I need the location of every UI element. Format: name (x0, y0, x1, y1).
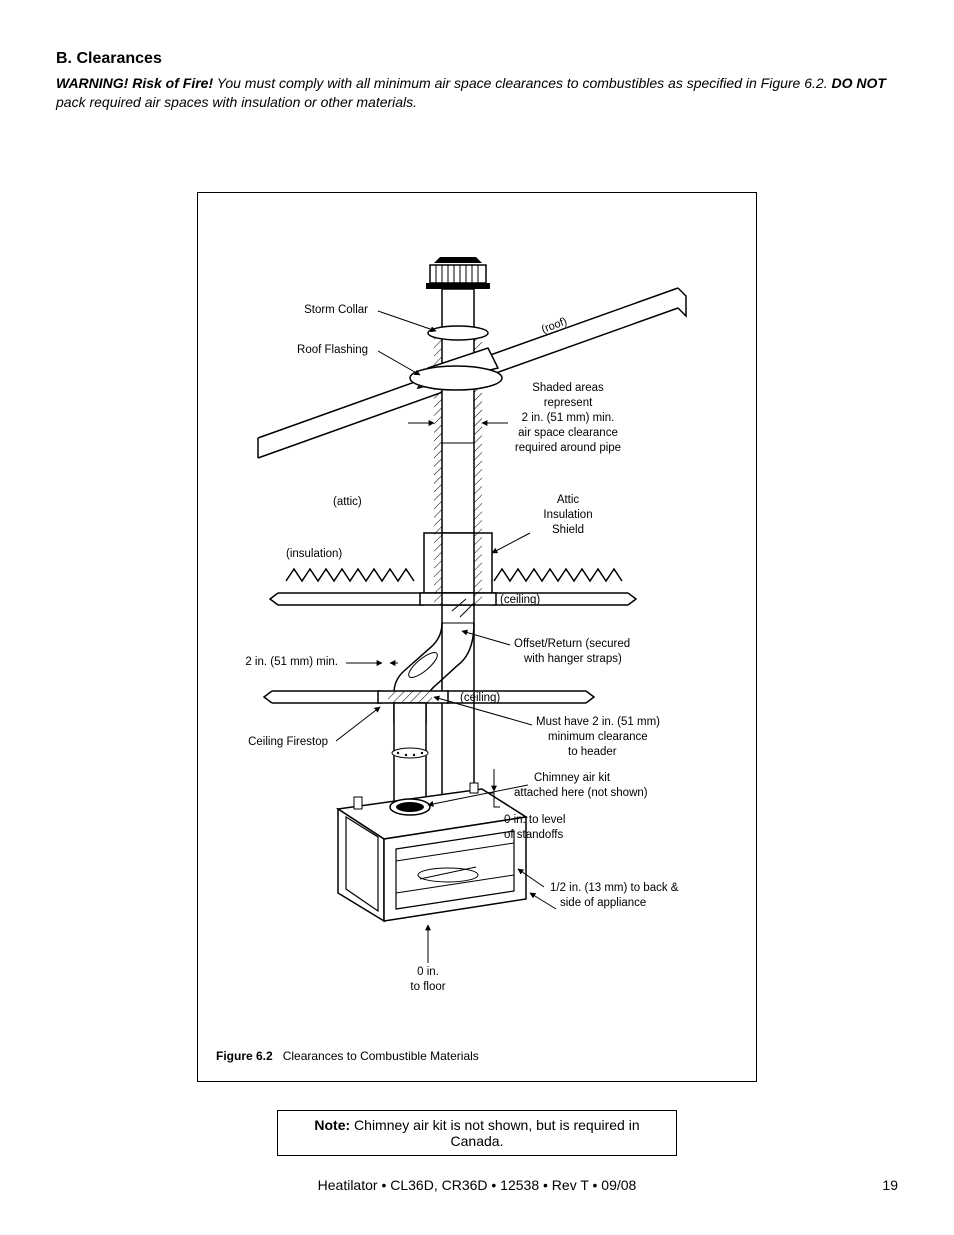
figure-6-2: (roof) Storm Collar Roof Flashing Shaded… (197, 192, 757, 1082)
note-text: Chimney air kit is not shown, but is req… (350, 1117, 639, 1149)
label-offset-2: with hanger straps) (524, 652, 622, 666)
warning-body-1: You must comply with all minimum air spa… (213, 75, 831, 91)
page-footer: Heatilator • CL36D, CR36D • 12538 • Rev … (0, 1177, 954, 1193)
warning-paragraph: WARNING! Risk of Fire! You must comply w… (56, 74, 898, 112)
section-title: B. Clearances (56, 50, 898, 68)
label-header-1: Must have 2 in. (51 mm) (536, 715, 660, 729)
label-shaded-2: represent (498, 396, 638, 410)
label-floor-1: 0 in. (398, 965, 458, 979)
label-ceiling-2: (ceiling) (460, 691, 500, 705)
note-box: Note: Chimney air kit is not shown, but … (277, 1110, 677, 1156)
label-attic-shield-2: Insulation (528, 508, 608, 522)
label-cak-1: Chimney air kit (534, 771, 610, 785)
label-insulation: (insulation) (286, 547, 342, 561)
label-back-1: 1/2 in. (13 mm) to back & (550, 881, 678, 895)
label-shaded-3: 2 in. (51 mm) min. (498, 411, 638, 425)
warning-lead: WARNING! Risk of Fire! (56, 75, 213, 91)
figure-title: Clearances to Combustible Materials (283, 1049, 479, 1063)
note-label: Note: (314, 1117, 350, 1133)
label-firestop: Ceiling Firestop (208, 735, 328, 749)
ceiling-1 (270, 593, 636, 605)
label-offset-1: Offset/Return (secured (514, 637, 630, 651)
label-back-2: side of appliance (560, 896, 646, 910)
label-storm-collar: Storm Collar (258, 303, 368, 317)
label-floor-2: to floor (398, 980, 458, 994)
label-two-in: 2 in. (51 mm) min. (198, 655, 338, 669)
label-ceiling-1: (ceiling) (500, 593, 540, 607)
label-cak-2: attached here (not shown) (514, 786, 648, 800)
footer-center-text: Heatilator • CL36D, CR36D • 12538 • Rev … (0, 1177, 954, 1193)
label-attic-shield-1: Attic (528, 493, 608, 507)
label-shaded-5: required around pipe (498, 441, 638, 455)
label-attic: (attic) (333, 495, 362, 509)
clearance-diagram: (roof) (198, 193, 758, 1053)
footer-page-number: 19 (882, 1177, 898, 1193)
do-not: DO NOT (831, 75, 885, 91)
label-shaded-1: Shaded areas (498, 381, 638, 395)
label-shaded-4: air space clearance (498, 426, 638, 440)
figure-number: Figure 6.2 (216, 1049, 273, 1063)
label-header-2: minimum clearance (548, 730, 648, 744)
label-roof-flashing: Roof Flashing (258, 343, 368, 357)
chimney-cap (426, 257, 490, 289)
warning-body-2: pack required air spaces with insulation… (56, 94, 417, 110)
figure-caption: Figure 6.2 Clearances to Combustible Mat… (216, 1049, 479, 1063)
label-standoff-2: of standoffs (504, 828, 563, 842)
label-header-3: to header (568, 745, 617, 759)
label-standoff-1: 0 in. to level (504, 813, 565, 827)
label-attic-shield-3: Shield (528, 523, 608, 537)
